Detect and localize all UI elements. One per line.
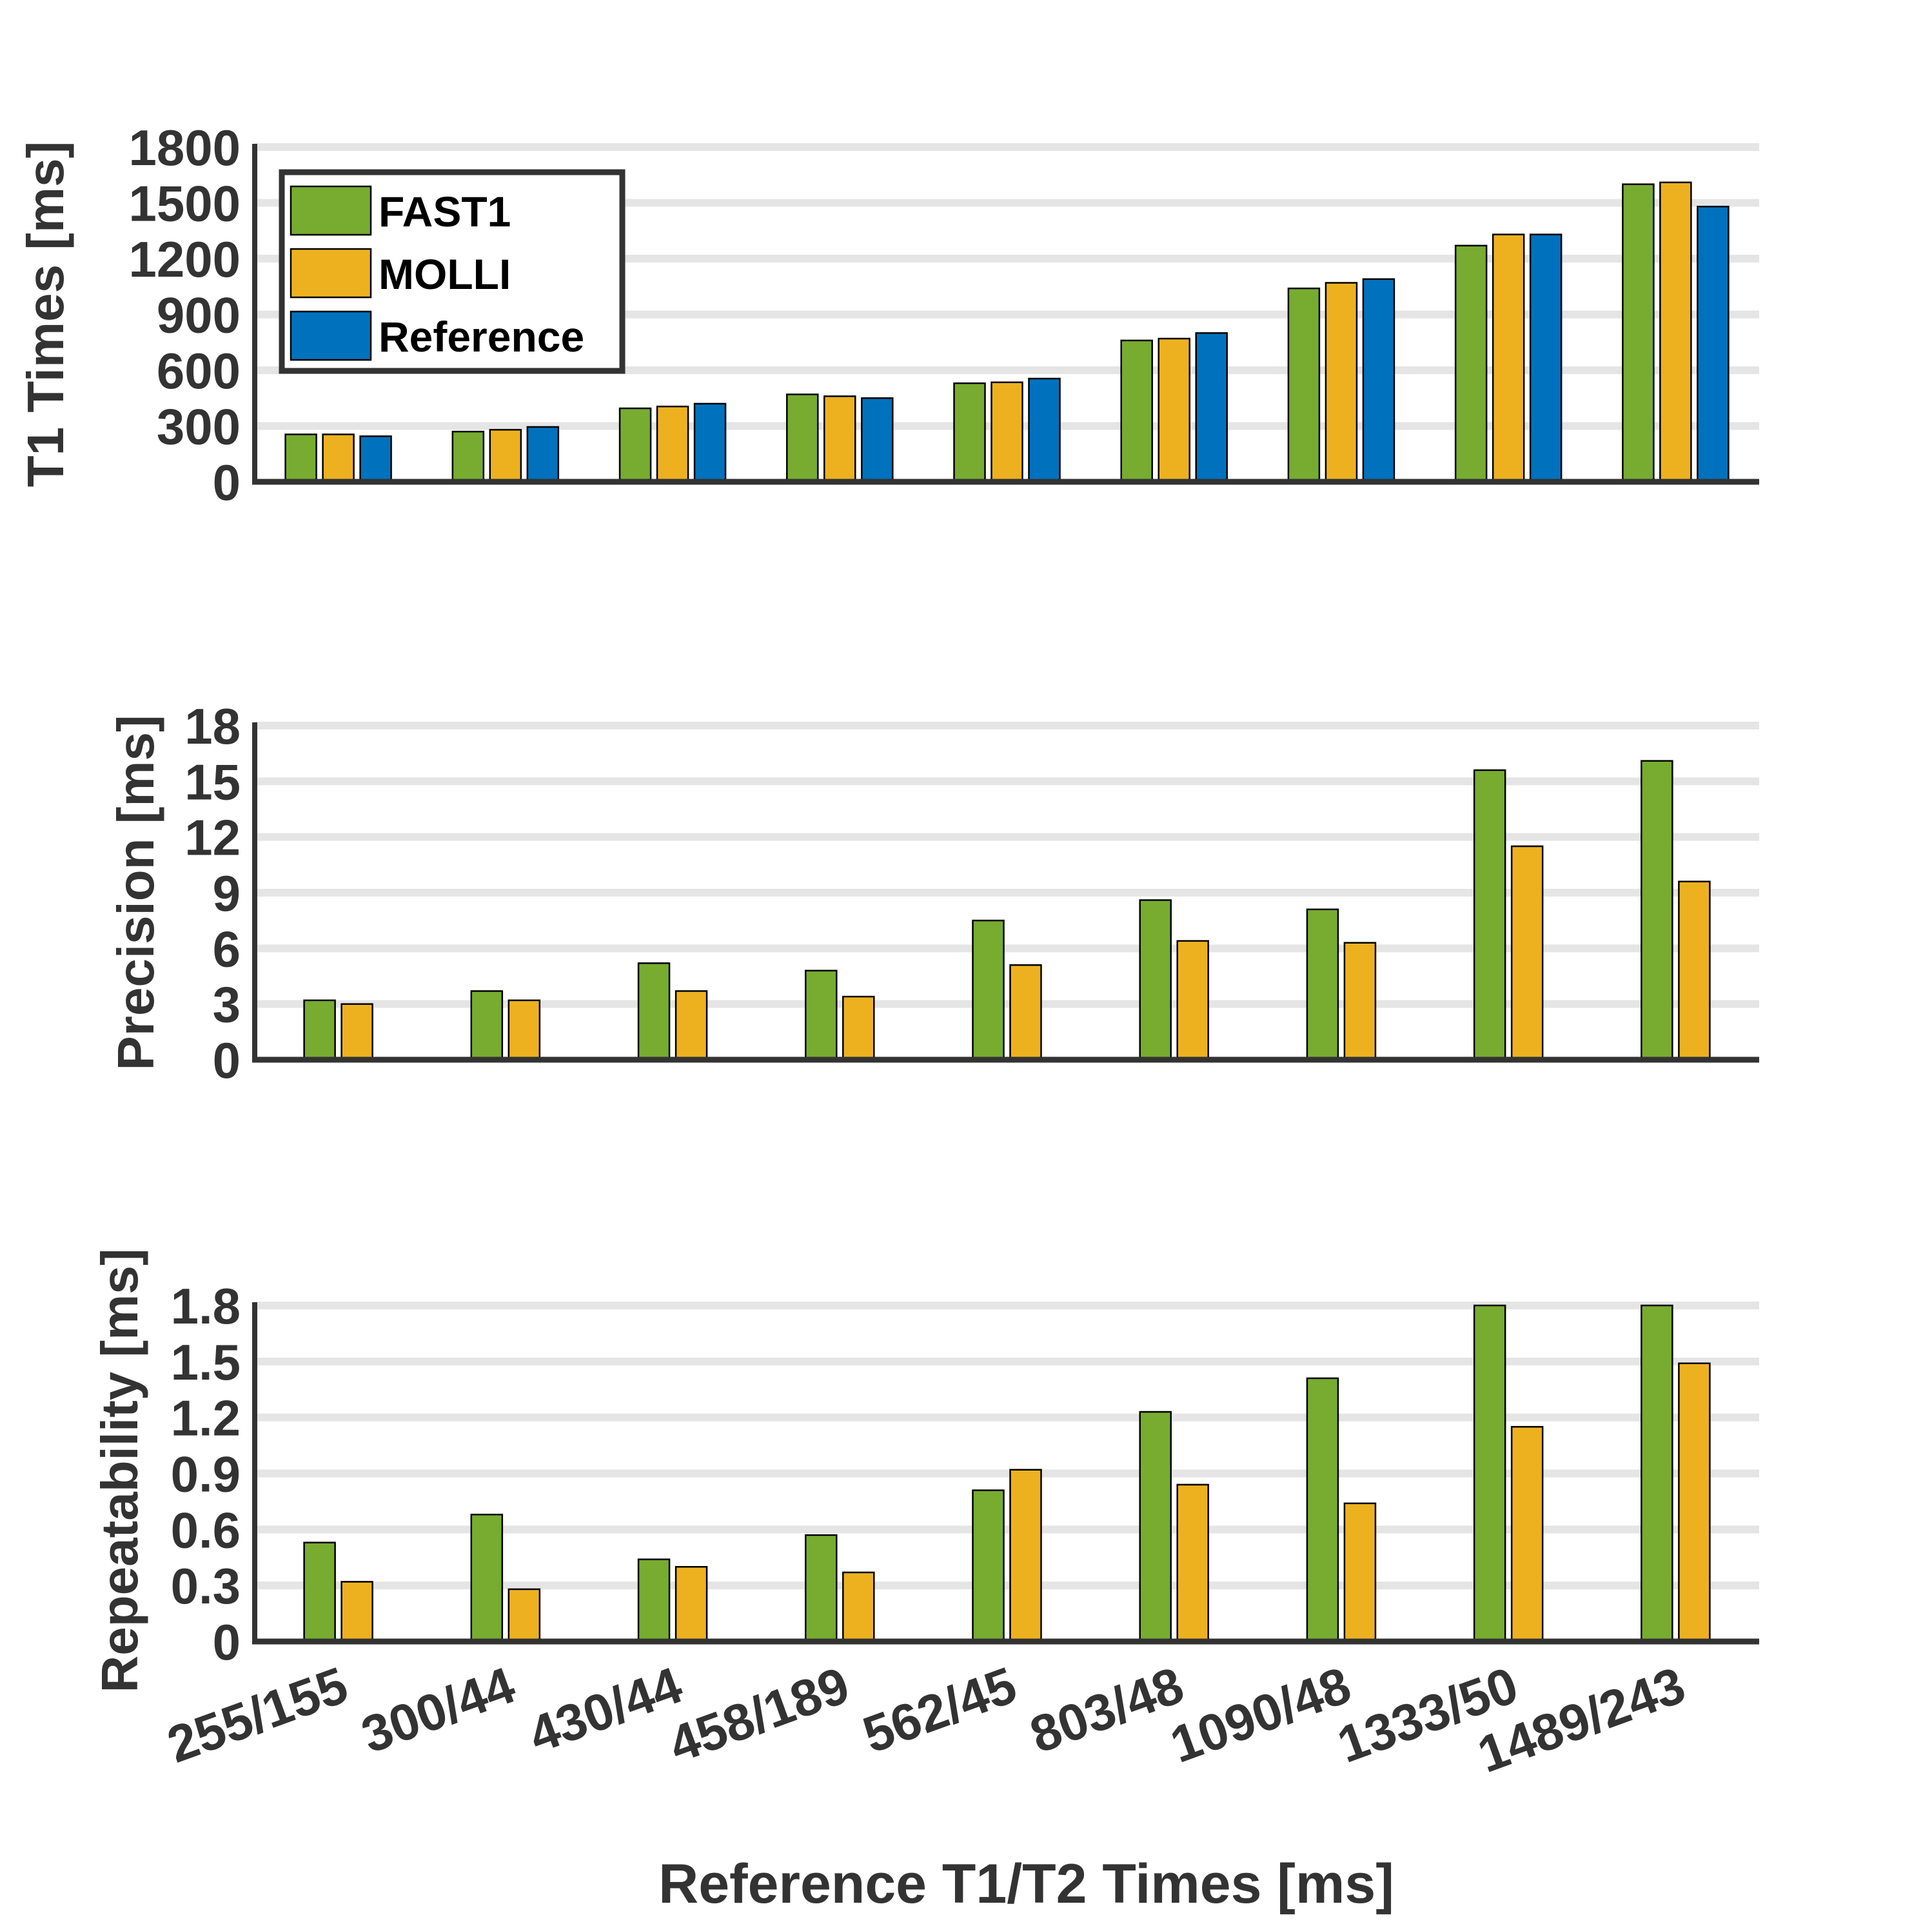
y-tick-label: 0 <box>213 1614 241 1671</box>
y-tick-label: 12 <box>184 809 241 866</box>
bar-fast1-2 <box>637 1558 671 1643</box>
bar-molli-7 <box>1510 845 1544 1061</box>
y-tick-label: 9 <box>213 865 241 922</box>
bar-molli-6 <box>1325 282 1358 483</box>
bar-molli-5 <box>1176 1483 1209 1643</box>
bar-fast1-2 <box>637 962 671 1061</box>
bar-fast1-4 <box>972 919 1005 1061</box>
y-tick-label: 18 <box>184 698 241 755</box>
bar-molli-7 <box>1492 233 1525 483</box>
x-axis-title: Reference T1/T2 Times [ms] <box>658 1853 1394 1915</box>
bar-fast1-3 <box>786 393 819 483</box>
bar-reference-4 <box>1028 377 1061 483</box>
bar-molli-2 <box>675 990 708 1061</box>
y-tick-label: 6 <box>213 920 241 977</box>
y-axis-title: Precision [ms] <box>107 715 164 1070</box>
bar-fast1-5 <box>1139 1411 1172 1643</box>
y-tick-label: 0.9 <box>171 1446 241 1503</box>
y-tick-label: 0.6 <box>171 1502 241 1558</box>
bar-reference-6 <box>1362 278 1395 483</box>
y-tick-label: 300 <box>157 399 241 455</box>
bar-molli-8 <box>1678 1362 1711 1643</box>
bar-reference-8 <box>1697 206 1730 483</box>
bar-molli-8 <box>1659 181 1692 483</box>
bar-fast1-6 <box>1306 1377 1339 1643</box>
y-tick-label: 0 <box>213 1032 241 1089</box>
bar-molli-3 <box>823 395 856 483</box>
bar-molli-4 <box>1009 964 1042 1061</box>
y-tick-label: 1800 <box>128 119 241 176</box>
y-tick-label: 900 <box>157 287 241 344</box>
bar-molli-6 <box>1343 942 1377 1061</box>
legend-label-molli: MOLLI <box>379 250 511 298</box>
legend-swatch-fast1 <box>290 185 372 236</box>
bar-reference-1 <box>526 426 560 483</box>
bar-fast1-8 <box>1641 1304 1673 1643</box>
bar-fast1-1 <box>470 990 504 1061</box>
legend-label-reference: Reference <box>379 313 584 361</box>
bar-molli-1 <box>508 999 541 1061</box>
bar-fast1-1 <box>451 430 485 483</box>
bar-reference-0 <box>359 435 392 483</box>
bar-fast1-6 <box>1306 908 1339 1061</box>
bar-reference-2 <box>693 402 727 483</box>
bar-molli-0 <box>322 433 355 483</box>
bar-molli-1 <box>489 429 522 483</box>
bar-molli-4 <box>1009 1469 1042 1643</box>
legend: FAST1 MOLLI Reference <box>279 169 626 374</box>
bar-fast1-4 <box>953 382 986 483</box>
bar-molli-8 <box>1678 880 1711 1061</box>
bar-molli-0 <box>340 1003 373 1061</box>
bar-fast1-2 <box>618 407 652 483</box>
bar-fast1-1 <box>470 1513 504 1643</box>
y-tick-label: 15 <box>184 753 241 810</box>
y-axis-title: T1 Times [ms] <box>17 141 74 487</box>
bar-fast1-8 <box>1641 760 1673 1061</box>
bar-molli-5 <box>1158 337 1190 483</box>
y-tick-label: 1.8 <box>171 1278 241 1334</box>
y-tick-label: 3 <box>213 977 241 1033</box>
bar-molli-4 <box>991 381 1023 483</box>
bar-fast1-7 <box>1473 769 1506 1061</box>
bar-fast1-7 <box>1473 1304 1506 1643</box>
bar-molli-5 <box>1176 940 1209 1061</box>
legend-swatch-molli <box>290 248 372 299</box>
bar-molli-6 <box>1343 1502 1377 1643</box>
y-tick-label: 1200 <box>128 231 241 288</box>
bar-molli-3 <box>842 1571 875 1643</box>
bar-reference-3 <box>861 397 894 483</box>
y-tick-label: 0 <box>213 454 241 511</box>
y-tick-label: 600 <box>157 342 241 399</box>
bar-molli-2 <box>656 405 689 483</box>
bar-reference-5 <box>1195 332 1228 483</box>
bar-fast1-7 <box>1454 244 1488 483</box>
bar-fast1-0 <box>303 999 336 1061</box>
y-tick-label: 1.5 <box>171 1334 241 1391</box>
bar-molli-2 <box>675 1565 708 1643</box>
y-tick-label: 1.2 <box>171 1390 241 1447</box>
bar-fast1-3 <box>805 1534 838 1643</box>
bar-fast1-0 <box>284 433 317 483</box>
bar-molli-3 <box>842 995 875 1061</box>
legend-swatch-reference <box>290 310 372 361</box>
bar-molli-0 <box>340 1581 373 1643</box>
legend-label-fast1: FAST1 <box>379 188 511 235</box>
y-tick-label: 1500 <box>128 175 241 232</box>
bar-fast1-8 <box>1622 183 1655 483</box>
bar-fast1-6 <box>1287 287 1321 483</box>
y-tick-label: 0.3 <box>171 1558 241 1614</box>
bar-molli-1 <box>508 1588 541 1643</box>
bar-fast1-0 <box>303 1542 336 1643</box>
y-axis-title: Repeatability [ms] <box>91 1248 148 1692</box>
bar-fast1-3 <box>805 969 838 1061</box>
bar-fast1-5 <box>1120 339 1153 483</box>
bar-fast1-4 <box>972 1489 1005 1643</box>
bar-molli-7 <box>1510 1425 1544 1643</box>
bar-reference-7 <box>1529 233 1562 483</box>
bar-fast1-5 <box>1139 899 1172 1061</box>
